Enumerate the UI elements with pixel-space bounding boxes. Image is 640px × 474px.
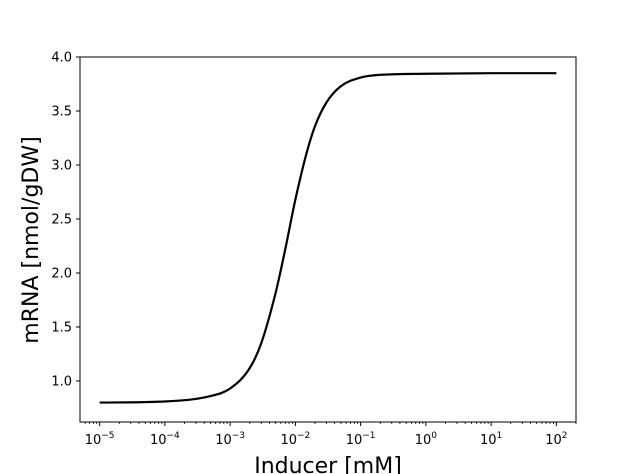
plot-area bbox=[80, 57, 576, 422]
x-axis-title: Inducer [mM] bbox=[254, 454, 402, 474]
x-tick-label: 100 bbox=[415, 431, 438, 448]
plot-frame bbox=[79, 56, 577, 423]
x-tick-label: 10−5 bbox=[85, 431, 115, 448]
x-tick-label: 10−1 bbox=[346, 431, 376, 448]
x-tick-label: 10−2 bbox=[280, 431, 310, 448]
y-tick-label: 4.0 bbox=[51, 51, 72, 66]
x-tick-label: 10−4 bbox=[150, 431, 180, 448]
y-tick-label: 3.5 bbox=[51, 104, 72, 119]
x-tick-label: 10−3 bbox=[215, 431, 245, 448]
series-line bbox=[99, 72, 557, 404]
y-tick-label: 1.0 bbox=[51, 374, 72, 389]
y-tick-label: 3.0 bbox=[51, 158, 72, 173]
curve-layer bbox=[99, 72, 557, 404]
y-axis: 1.0 1.5 2.0 2.5 3.0 3.5 4.0 bbox=[51, 51, 80, 389]
y-tick-label: 2.0 bbox=[51, 266, 72, 281]
y-tick-label: 2.5 bbox=[51, 212, 72, 227]
y-tick-label: 1.5 bbox=[51, 320, 72, 335]
x-tick-label: 101 bbox=[480, 431, 502, 448]
x-tick-label: 102 bbox=[545, 431, 567, 448]
x-axis: 10−5 10−4 10−3 10−2 10−1 100 101 102 bbox=[85, 422, 577, 448]
y-axis-title: mRNA [nmol/gDW] bbox=[19, 136, 44, 343]
